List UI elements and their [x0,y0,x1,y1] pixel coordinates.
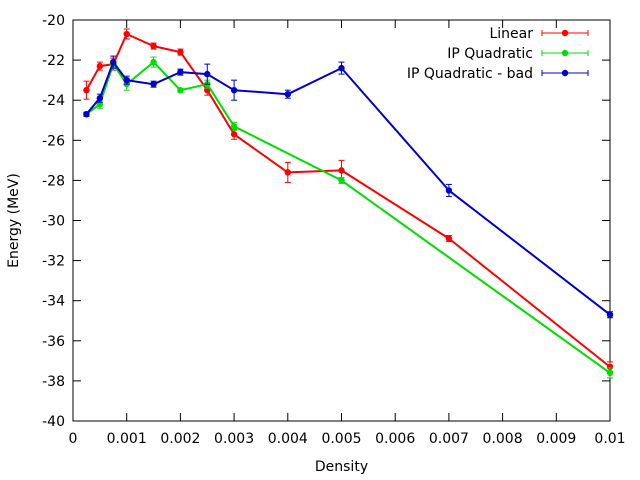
series-line [85,61,611,374]
data-point [606,363,614,371]
legend-entry-1: IP Quadratic [447,46,589,62]
data-point [606,369,614,377]
data-point [150,80,157,88]
x-tick-label: 0 [69,431,78,447]
y-tick-label: -28 [42,173,65,189]
data-point [96,94,104,102]
legend-marker [561,69,569,77]
data-point [284,169,291,176]
x-tick-label: 0.007 [429,431,469,447]
data-point [110,58,117,66]
series-2 [83,55,614,319]
data-point [338,177,345,184]
data-point [445,187,453,194]
x-tick-label: 0.003 [214,431,254,447]
y-axis-label: Energy (MeV) [6,173,22,268]
legend-label: Linear [489,26,533,42]
legend-entry-2: IP Quadratic - bad [407,66,589,82]
legend: Linear IP Quadratic IP Quadratic - bad [407,26,589,82]
x-tick-label: 0.001 [107,431,147,447]
data-point [284,90,291,98]
data-point [177,68,184,76]
y-tick-label: -40 [42,414,65,430]
legend-label: IP Quadratic - bad [407,66,533,82]
data-point [177,86,184,94]
y-tick-label: -22 [42,53,65,69]
y-tick-label: -36 [42,334,65,350]
series [83,28,614,379]
data-point [150,42,157,50]
data-point [230,86,238,94]
series-1 [83,56,614,379]
ticks: 0 0.001 0.002 0.003 0.004 0.005 0.006 0.007 0.00… [42,13,625,447]
data-point [123,30,130,38]
x-tick-label: 0.006 [375,431,415,447]
data-point [83,111,90,118]
data-point [150,58,157,66]
data-point [445,235,453,242]
y-tick-label: -30 [42,214,65,230]
y-tick-label: -20 [42,13,65,29]
y-tick-label: -26 [42,133,65,149]
data-point [338,64,345,72]
x-tick-label: 0.01 [594,431,625,447]
data-point [230,131,238,138]
data-point [204,70,211,78]
data-point [96,62,104,70]
data-point [123,76,130,84]
data-point [230,123,238,130]
series-line [85,61,611,316]
x-tick-label: 0.002 [160,431,200,447]
legend-entry-0: Linear [489,26,589,42]
data-point [606,311,614,318]
y-tick-label: -24 [42,93,65,109]
y-tick-label: -32 [42,254,65,270]
data-point [338,167,345,174]
x-axis-label: Density [315,459,368,475]
legend-marker [561,29,569,37]
data-point [177,48,184,56]
legend-label: IP Quadratic [447,46,533,62]
x-tick-label: 0.008 [483,431,523,447]
x-tick-label: 0.009 [536,431,576,447]
data-point [83,86,90,94]
y-tick-label: -38 [42,374,65,390]
x-tick-label: 0.004 [268,431,308,447]
legend-marker [561,49,569,57]
x-tick-label: 0.005 [321,431,361,447]
y-tick-label: -34 [42,294,65,310]
